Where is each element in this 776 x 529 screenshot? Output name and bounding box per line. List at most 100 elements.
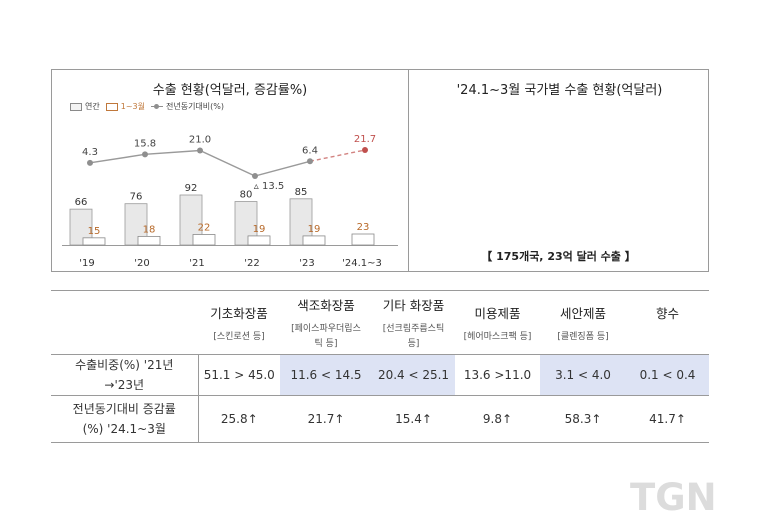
category-name: 향수 — [655, 305, 679, 321]
annual-bar — [179, 194, 203, 246]
category-name: 미용제품 — [474, 305, 521, 321]
category-example-line: [클렌징폼 등] — [557, 331, 609, 342]
value-cell: 13.6 >11.0 — [463, 368, 532, 382]
x-tick-label: '20 — [134, 258, 149, 269]
legend-q1-swatch — [105, 102, 118, 111]
annual-bar — [124, 203, 148, 246]
category-name: 색조화장품 — [297, 298, 355, 313]
category-header: 미용제품 [헤어마스크팩 등] — [455, 291, 540, 355]
category-name: 기초화장품 — [210, 305, 268, 321]
x-tick-label: '24.1~3 — [342, 258, 382, 269]
annual-bar-label: 80 — [240, 190, 253, 201]
q1-bar — [192, 234, 216, 246]
value-cell: 51.1 > 45.0 — [203, 368, 275, 382]
annual-bar — [289, 198, 313, 246]
value-cell: 9.8↑ — [482, 412, 513, 426]
value-cell: 41.7↑ — [649, 412, 686, 426]
value-cell: 21.7↑ — [307, 412, 345, 426]
annual-bar-label: 92 — [185, 183, 198, 194]
country-export-panel: '24.1~3월 국가별 수출 현황(억달러) 【 175개국, 23억 달러 … — [408, 69, 709, 272]
category-name: 기타 화장품 — [382, 298, 445, 313]
category-example-line: [선크림주름스틱 — [382, 324, 445, 334]
category-examples-empty — [626, 330, 709, 345]
q1-bar — [247, 235, 271, 246]
legend-q1: 1~3월 — [105, 101, 145, 112]
q1-bar-label: 23 — [357, 222, 370, 233]
chart-title: 수출 현황(억달러, 증감률%) — [152, 83, 308, 98]
annual-bar — [234, 201, 258, 246]
yoy-point — [87, 159, 93, 166]
x-tick-label: '23 — [299, 258, 314, 269]
legend-annual-swatch — [70, 102, 82, 111]
category-header: 향수 — [626, 291, 709, 355]
yoy-point — [362, 147, 368, 153]
category-example-line: [페이스파우더립스 — [291, 324, 361, 334]
yoy-point-label: 4.3 — [82, 147, 98, 158]
chart-legend: 연간 1~3월 전년동기대비(%) — [70, 101, 224, 112]
category-example-line: 등] — [407, 339, 420, 349]
yoy-point — [142, 151, 148, 158]
category-example-line: [스킨로션 등] — [213, 331, 265, 342]
annual-bar-label: 85 — [295, 187, 308, 198]
yoy-point-label: ▵ 13.5 — [254, 181, 284, 192]
legend-annual: 연간 — [70, 101, 100, 112]
yoy-point — [307, 158, 313, 165]
x-tick-label: '19 — [79, 258, 94, 269]
value-cell: 25.8↑ — [220, 412, 258, 426]
legend-q1-label: 1~3월 — [120, 102, 145, 111]
category-header: 기초화장품 [스킨로션 등] — [198, 291, 280, 355]
legend-yoy-swatch — [150, 104, 163, 109]
q1-bar-label: 15 — [88, 226, 101, 237]
row-label-line: →'23년 — [104, 378, 145, 392]
yoy-line-forecast — [309, 149, 366, 162]
row-label-line: 전년동기대비 증감률 — [72, 402, 176, 416]
annual-bar — [69, 208, 93, 246]
yoy-point — [197, 147, 203, 154]
category-examples: [스킨로션 등] — [198, 330, 280, 345]
yoy-line — [89, 149, 311, 177]
row-label-line: 수출비중(%) '21년 — [75, 358, 174, 372]
legend-annual-label: 연간 — [85, 102, 100, 111]
q1-bar — [351, 233, 375, 246]
category-header: 세안제품 [클렌징폼 등] — [540, 291, 626, 355]
annual-bar-label: 66 — [75, 197, 88, 208]
export-chart: 66 15 '19 76 18 '20 92 22 '21 80 19 '22 85 19 '23 23 '24… — [62, 134, 398, 269]
q1-bar-label: 19 — [308, 224, 321, 235]
legend-yoy: 전년동기대비(%) — [150, 101, 224, 112]
export-chart-panel: 수출 현황(억달러, 증감률%) 연간 1~3월 전년동기대비(%) 66 15 '… — [51, 69, 409, 272]
annual-bar-label: 76 — [130, 192, 143, 203]
row-label: 전년동기대비 증감률 (%) '24.1~3월 — [51, 395, 199, 443]
category-example-line: 틱 등] — [314, 339, 338, 349]
legend-yoy-label: 전년동기대비(%) — [165, 102, 224, 111]
value-cell: 3.1 < 4.0 — [540, 354, 626, 396]
category-examples: [헤어마스크팩 등] — [455, 330, 540, 345]
table-row-row2: 전년동기대비 증감률 (%) '24.1~3월 25.8↑ 21.7↑ 15.4↑ 9.8… — [51, 395, 709, 443]
category-name: 세안제품 — [559, 305, 606, 321]
yoy-point-label: 21.7 — [354, 134, 376, 145]
yoy-point-label: 15.8 — [134, 138, 156, 149]
value-cell: 0.1 < 0.4 — [626, 354, 709, 396]
q1-bar-label: 19 — [253, 224, 266, 235]
value-cell: 58.3↑ — [564, 412, 602, 426]
q1-bar — [137, 235, 161, 246]
q1-bar — [82, 237, 106, 246]
value-cell: 15.4↑ — [395, 412, 432, 426]
q1-bar-label: 18 — [143, 224, 156, 235]
category-examples: [클렌징폼 등] — [540, 330, 626, 345]
value-cell: 20.4 < 25.1 — [372, 354, 455, 396]
category-example-line: [헤어마스크팩 등] — [463, 331, 532, 342]
q1-bar-label: 22 — [198, 222, 211, 233]
row-label-line: (%) '24.1~3월 — [82, 422, 166, 436]
value-cell: 11.6 < 14.5 — [280, 354, 372, 396]
q1-bar — [302, 235, 326, 246]
country-summary: 【 175개국, 23억 달러 수출 】 — [481, 250, 636, 263]
row-label: 수출비중(%) '21년 →'23년 — [51, 354, 199, 396]
tgn-watermark: TGN — [630, 476, 717, 519]
yoy-point-label: 6.4 — [302, 145, 318, 156]
x-tick-label: '21 — [189, 258, 204, 269]
